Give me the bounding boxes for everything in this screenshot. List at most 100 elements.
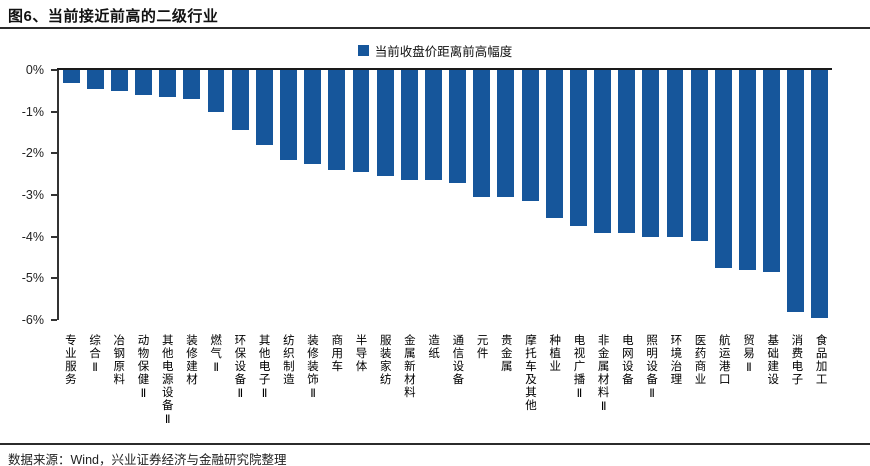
bar <box>739 70 756 270</box>
bar-slot <box>615 70 639 320</box>
bar <box>811 70 829 318</box>
y-tick-mark <box>51 110 57 113</box>
bar-slot <box>421 70 445 320</box>
bar-slot <box>252 70 276 320</box>
bar-slot <box>494 70 518 320</box>
x-category-label: 服装家纺 <box>378 334 391 386</box>
bar <box>473 70 491 198</box>
x-category-label: 冶钢原料 <box>112 334 125 386</box>
bar-slot <box>131 70 155 320</box>
y-tick-mark <box>51 194 57 196</box>
y-tick-label: 0% <box>25 63 44 77</box>
bar <box>424 70 442 181</box>
bar-slot <box>204 70 228 320</box>
bar <box>255 70 273 145</box>
bar-slot <box>276 70 300 320</box>
x-label-slot: 贵金属 <box>493 334 517 373</box>
x-category-label: 消费电子 <box>790 334 803 386</box>
x-label-slot: 摩托车及其他 <box>517 334 541 412</box>
footer-divider <box>0 443 870 445</box>
bar-slot <box>446 70 470 320</box>
x-label-slot: 航运港口 <box>711 334 735 386</box>
x-label-slot: 装修装饰Ⅱ <box>299 334 323 402</box>
bar <box>714 70 732 268</box>
bar <box>280 70 297 160</box>
x-label-slot: 动物保健Ⅱ <box>130 334 154 402</box>
x-category-label: 装修装饰Ⅱ <box>306 334 319 402</box>
bar-slot <box>687 70 711 320</box>
x-category-label: 摩托车及其他 <box>524 334 537 412</box>
title-divider <box>0 27 870 29</box>
bar-slot <box>59 70 83 320</box>
x-category-label: 纺织制造 <box>281 334 294 386</box>
bar-slot <box>156 70 180 320</box>
bar <box>521 70 539 202</box>
bar-slot <box>518 70 542 320</box>
y-tick-label: -6% <box>21 313 44 327</box>
bar-slot <box>808 70 832 320</box>
y-tick-label: -3% <box>21 188 44 202</box>
x-category-label: 动物保健Ⅱ <box>136 334 149 402</box>
x-label-slot: 种植业 <box>541 334 565 373</box>
chart-title: 图6、当前接近前高的二级行业 <box>8 8 219 25</box>
x-category-label: 装修建材 <box>184 334 197 386</box>
x-category-label: 非金属材料Ⅱ <box>596 334 609 415</box>
plot-area <box>57 68 832 320</box>
x-category-label: 半导体 <box>354 334 367 373</box>
x-label-slot: 装修建材 <box>178 334 202 386</box>
bar-slot <box>639 70 663 320</box>
x-category-label: 贵金属 <box>499 334 512 373</box>
x-category-label: 金属新材料 <box>402 334 415 399</box>
x-label-slot: 金属新材料 <box>396 334 420 399</box>
x-axis-labels: 专业服务 综合Ⅱ 冶钢原料 动物保健Ⅱ 其他电源设备Ⅱ 装修建材 燃气Ⅱ 环保设备Ⅱ 其他电子Ⅱ… <box>57 334 832 428</box>
legend-label: 当前收盘价距离前高幅度 <box>374 45 513 59</box>
x-category-label: 环保设备Ⅱ <box>233 334 246 402</box>
bar-slot <box>663 70 687 320</box>
x-label-slot: 贸易Ⅱ <box>735 334 759 376</box>
y-tick-mark <box>51 319 57 321</box>
y-tick-mark <box>51 277 57 280</box>
bar-slot <box>180 70 204 320</box>
bar-slot <box>760 70 784 320</box>
x-category-label: 造纸 <box>427 334 440 360</box>
x-category-label: 种植业 <box>548 334 561 373</box>
x-category-label: 商用车 <box>330 334 343 373</box>
x-category-label: 其他电子Ⅱ <box>257 334 270 402</box>
bar-slot <box>590 70 614 320</box>
x-category-label: 电网设备 <box>620 334 633 386</box>
x-category-label: 其他电源设备Ⅱ <box>160 334 173 428</box>
x-label-slot: 元件 <box>469 334 493 360</box>
x-label-slot: 半导体 <box>348 334 372 373</box>
x-label-slot: 环境治理 <box>662 334 686 386</box>
y-tick-label: -5% <box>21 271 44 286</box>
y-tick-label: -1% <box>21 104 44 119</box>
x-category-label: 综合Ⅱ <box>88 334 101 376</box>
bar <box>618 70 636 233</box>
bar-slot <box>83 70 107 320</box>
bar <box>763 70 781 273</box>
bar <box>328 70 346 170</box>
x-label-slot: 商用车 <box>323 334 347 373</box>
x-label-slot: 非金属材料Ⅱ <box>590 334 614 415</box>
bar <box>304 70 322 164</box>
bar-slot <box>373 70 397 320</box>
x-category-label: 基础建设 <box>766 334 779 386</box>
bar <box>352 70 370 173</box>
x-label-slot: 医药商业 <box>687 334 711 386</box>
bar-slot <box>735 70 759 320</box>
bar <box>449 70 467 183</box>
legend-swatch-icon <box>357 45 369 56</box>
bar-slot <box>107 70 131 320</box>
bar-slot <box>566 70 590 320</box>
bar <box>86 70 104 89</box>
bar-slot <box>397 70 421 320</box>
bar-slot <box>228 70 252 320</box>
bar-slot <box>470 70 494 320</box>
bar <box>159 70 177 98</box>
bar-slot <box>349 70 373 320</box>
x-label-slot: 其他电子Ⅱ <box>251 334 275 402</box>
x-category-label: 环境治理 <box>669 334 682 386</box>
bar-slot <box>542 70 566 320</box>
x-category-label: 航运港口 <box>717 334 730 386</box>
